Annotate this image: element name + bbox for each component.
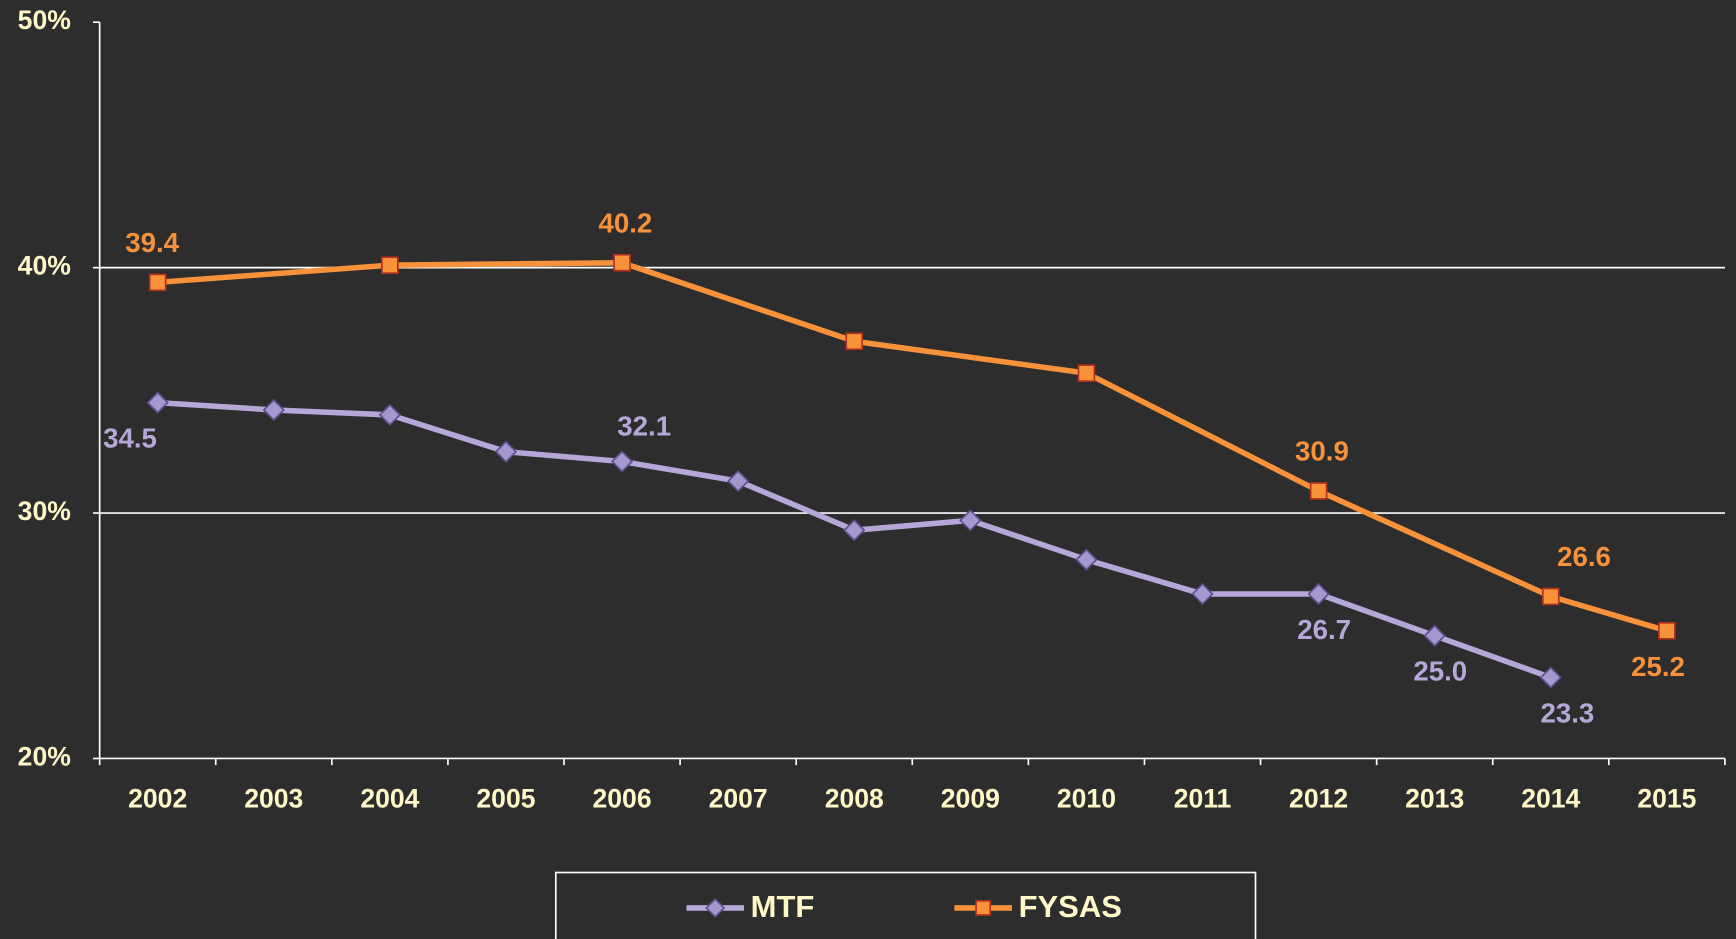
point (1541, 587, 1560, 606)
point (613, 253, 631, 272)
point (1309, 482, 1328, 500)
point (1191, 582, 1214, 606)
legend-marker (705, 897, 726, 918)
data-label: 30.9 (1295, 436, 1349, 467)
x-tick-label: 2006 (593, 784, 652, 814)
point (1075, 548, 1098, 571)
data-label: 40.2 (598, 207, 652, 238)
x-tick-label: 2003 (244, 784, 303, 814)
x-tick-label: 2015 (1637, 784, 1696, 814)
point (1423, 624, 1446, 647)
legend-label: FYSAS (1019, 889, 1122, 924)
x-tick-label: 2007 (709, 784, 768, 814)
point (959, 509, 982, 532)
point (378, 403, 402, 427)
y-tick-label: 40% (18, 251, 71, 281)
legend-marker (975, 900, 992, 916)
point (1658, 622, 1676, 640)
x-tick-label: 2005 (476, 784, 535, 814)
y-tick-label: 20% (18, 741, 71, 771)
x-tick-label: 2009 (941, 784, 1000, 814)
point (1077, 364, 1096, 382)
point (610, 450, 634, 473)
x-tick-label: 2011 (1174, 784, 1232, 814)
series-line (157, 259, 1668, 634)
point (262, 398, 285, 422)
x-tick-label: 2010 (1057, 784, 1116, 814)
x-tick-label: 2014 (1521, 784, 1580, 814)
x-tick-label: 2002 (128, 784, 187, 814)
data-label: 26.6 (1557, 541, 1611, 572)
y-tick-label: 50% (18, 5, 71, 35)
data-label: 26.7 (1297, 614, 1351, 645)
legend-box (554, 871, 1257, 939)
data-label: 34.5 (103, 423, 157, 454)
data-label: 25.0 (1413, 656, 1467, 687)
legend-label: MTF (751, 889, 815, 924)
data-label: 32.1 (617, 411, 671, 442)
point (1307, 582, 1330, 606)
data-label: 23.3 (1540, 697, 1594, 728)
point (1539, 666, 1562, 689)
data-label: 25.2 (1631, 651, 1685, 682)
x-tick-label: 2012 (1289, 784, 1348, 814)
point (727, 470, 750, 493)
x-tick-label: 2008 (825, 784, 884, 814)
point (843, 519, 866, 542)
x-tick-label: 2004 (360, 784, 419, 814)
point (494, 440, 518, 463)
y-tick-label: 30% (18, 496, 71, 526)
data-label: 39.4 (125, 227, 179, 258)
point (845, 332, 864, 351)
point (146, 391, 169, 414)
point (381, 256, 399, 274)
point (148, 273, 167, 292)
x-tick-label: 2013 (1405, 784, 1464, 814)
